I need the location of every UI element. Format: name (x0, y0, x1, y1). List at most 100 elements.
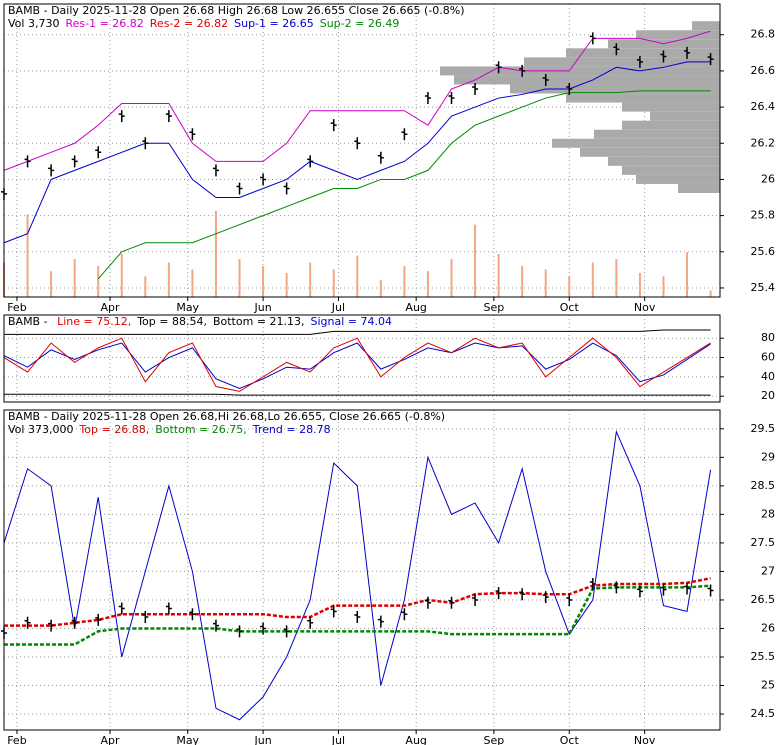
price-bar (472, 83, 479, 96)
x-tick-label: Feb (7, 301, 26, 314)
price-bar (118, 602, 125, 615)
price-bar (260, 173, 267, 186)
volume-bar (238, 259, 241, 297)
header-item: Trend = 28.78 (252, 423, 331, 436)
volume-bar (332, 269, 335, 297)
price-bar (71, 616, 78, 629)
y-tick-label: 25.6 (751, 245, 776, 258)
x-tick-label: Jun (253, 301, 271, 314)
y-tick-label: 29 (761, 450, 775, 463)
price-bar (330, 119, 337, 132)
y-tick-label: 25 (761, 679, 775, 692)
x-tick-label: Feb (7, 734, 26, 745)
y-tick-label: 27 (761, 564, 775, 577)
panel-frame (3, 409, 721, 731)
volume-bar (144, 276, 147, 297)
volume-profile-bar (650, 111, 720, 121)
volume-bar (379, 279, 382, 297)
x-tick-label: Nov (634, 734, 656, 745)
header-item: Sup-2 = 26.49 (320, 17, 400, 30)
price-bar (283, 182, 290, 195)
header-item: Vol 373,000 (8, 423, 73, 436)
x-tick-label: May (176, 301, 199, 314)
volume-bar (591, 262, 594, 297)
series-line (4, 393, 711, 396)
y-tick-label: 29.5 (751, 422, 776, 435)
series-line (3, 342, 711, 390)
volume-profile-bar (524, 57, 720, 67)
y-tick-label: 26.5 (751, 593, 776, 606)
panel-background (4, 410, 720, 730)
price-bar (519, 588, 526, 601)
volume-profile-bar (566, 93, 720, 103)
volume-profile-bar (510, 84, 720, 94)
volume-profile-bar (566, 48, 720, 58)
volume-bar (50, 271, 53, 297)
series-line (4, 329, 711, 335)
price-bar (448, 596, 455, 609)
price-bar (24, 155, 31, 168)
header-line: BAMB - Daily 2025-11-28 Open 26.68 High … (8, 4, 465, 17)
y-tick-label: 28.5 (751, 479, 776, 492)
series-line (3, 337, 711, 392)
volume-bar (167, 262, 170, 297)
x-tick-label: Jul (331, 734, 345, 745)
y-tick-label: 27.5 (751, 536, 776, 549)
price-bar (189, 128, 196, 141)
price-bar (542, 591, 549, 604)
header-item: Line = 75.12, (57, 315, 131, 328)
price-bar (212, 619, 219, 632)
volume-bar (662, 276, 665, 297)
header-line: BAMB - Daily 2025-11-28 Open 26.68,Hi 26… (8, 410, 445, 423)
price-bar (354, 137, 361, 150)
y-tick-label: 60 (761, 351, 775, 364)
volume-profile-bar (622, 120, 720, 130)
price-bar (589, 577, 596, 590)
volume-profile-bar (580, 147, 720, 157)
price-bar (48, 164, 55, 177)
header-item: Res-2 = 26.82 (150, 17, 228, 30)
price-bar (707, 53, 714, 66)
header-item: Res-1 = 26.82 (65, 17, 143, 30)
price-bar (495, 61, 502, 74)
header-item: Top = 26.88, (78, 423, 149, 436)
price-bar (472, 593, 479, 606)
panel-frame (3, 3, 721, 298)
volume-bar (544, 269, 547, 297)
y-tick-label: 28 (761, 507, 775, 520)
volume-profile-bar (692, 21, 720, 31)
price-bar (566, 83, 573, 96)
y-tick-label: 80 (761, 331, 775, 344)
price-bar (495, 587, 502, 600)
price-bar (377, 151, 384, 164)
volume-profile-bar (622, 165, 720, 175)
volume-bar (285, 272, 288, 297)
volume-bar (450, 259, 453, 297)
price-bar (48, 619, 55, 632)
volume-bar (521, 265, 524, 297)
y-tick-label: 25.8 (751, 209, 776, 222)
x-tick-label: May (176, 734, 199, 745)
y-tick-label: 25.5 (751, 650, 776, 663)
y-tick-label: 25.4 (751, 281, 776, 294)
panel-background (4, 315, 720, 402)
y-tick-label: 26.8 (751, 28, 776, 41)
volume-profile-bar (552, 138, 720, 148)
volume-bar (262, 265, 265, 297)
header-line: Vol 373,000 Top = 26.88, Bottom = 26.75, Tr… (8, 423, 331, 436)
price-bar (684, 46, 691, 59)
volume-profile-bar (636, 30, 720, 40)
y-tick-label: 26 (761, 172, 775, 185)
price-bar (424, 596, 431, 609)
x-tick-label: Sep (484, 301, 505, 314)
price-bar (636, 55, 643, 68)
x-tick-label: Jun (253, 734, 271, 745)
volume-bar (403, 265, 406, 297)
price-bar (542, 73, 549, 86)
price-bar (212, 164, 219, 177)
y-tick-label: 26.2 (751, 136, 776, 149)
price-bar (660, 50, 667, 63)
price-bar (236, 182, 243, 195)
header-item: BAMB - Daily 2025-11-28 Open 26.68 High … (8, 4, 465, 17)
